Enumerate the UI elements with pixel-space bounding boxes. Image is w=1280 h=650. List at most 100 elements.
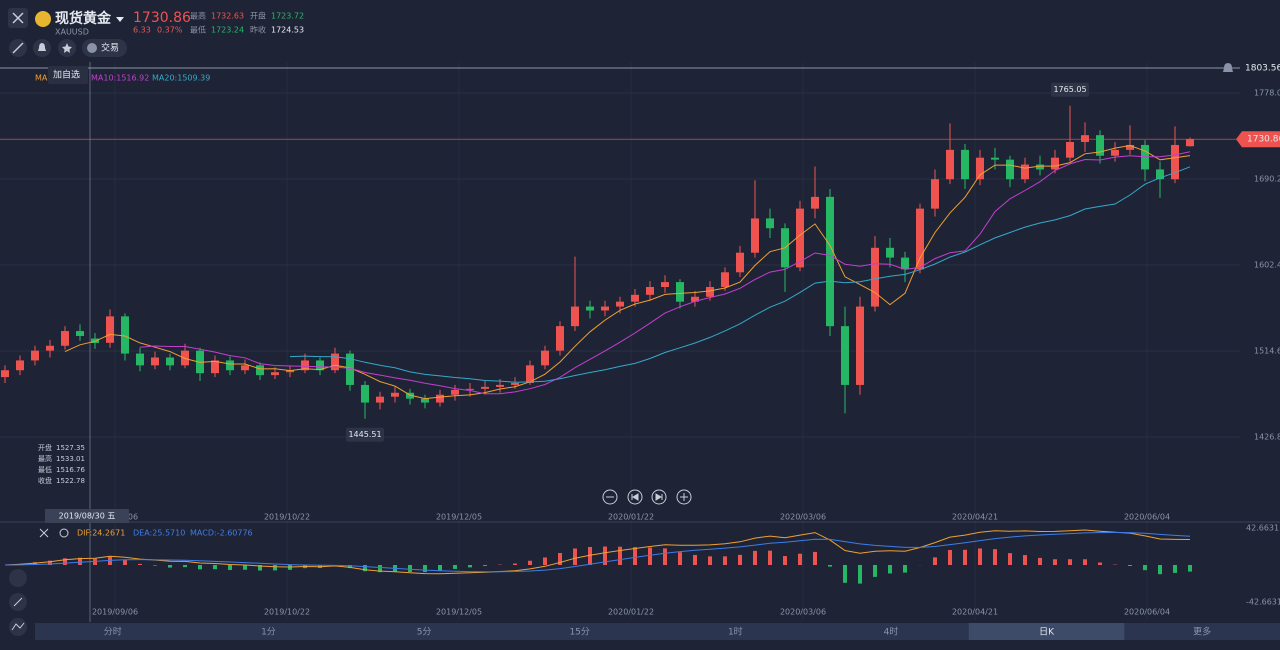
period-tab[interactable]: 日K <box>1039 627 1055 638</box>
symbol: XAUUSD <box>55 28 89 37</box>
marker-label: 1445.51 <box>348 430 381 439</box>
candle-body <box>541 351 549 366</box>
macd-bar <box>1038 558 1042 565</box>
candle-body <box>646 287 654 295</box>
macd-bar <box>243 565 247 570</box>
macd-bar <box>1143 565 1147 570</box>
period-tab[interactable]: 1时 <box>728 626 743 638</box>
macd-bar <box>408 565 412 572</box>
candle-body <box>451 390 459 395</box>
macd-bar <box>753 551 757 565</box>
macd-bar <box>873 565 877 577</box>
candle-body <box>136 354 144 366</box>
macd-tick-label: 42.6631 <box>1246 524 1279 533</box>
macd-bar <box>798 554 802 565</box>
macd-bar <box>813 552 817 565</box>
change: 6.33 <box>133 26 151 35</box>
candle-body <box>961 150 969 179</box>
trade-label: 交易 <box>101 42 119 54</box>
ohlc-value: 1522.78 <box>56 477 85 485</box>
candle-body <box>616 302 624 307</box>
candle-body <box>436 395 444 403</box>
candle-body <box>481 387 489 389</box>
x-tick-label: 2019/12/05 <box>436 513 482 522</box>
candle-body <box>676 282 684 302</box>
x-tick-label: 2020/06/04 <box>1124 608 1170 617</box>
macd-bar <box>678 552 682 565</box>
macd-tick-label: -42.6631 <box>1246 598 1280 607</box>
value: 1732.63 <box>211 12 244 21</box>
candle-body <box>991 158 999 160</box>
ohlc-value: 1533.01 <box>56 455 85 463</box>
macd-bar <box>963 550 967 565</box>
x-tick-label: 2019/09/06 <box>92 608 138 617</box>
macd-bar <box>123 560 127 565</box>
macd-bar <box>183 565 187 567</box>
x-tick-label: 2020/04/21 <box>952 608 998 617</box>
macd-bar <box>468 565 472 567</box>
candle-body <box>1186 139 1194 146</box>
period-tab[interactable]: 更多 <box>1193 626 1211 638</box>
indicator-button[interactable] <box>9 569 27 587</box>
macd-bar <box>903 565 907 573</box>
reference-label: 1803.56 <box>1245 64 1280 74</box>
ohlc-label: 收盘 <box>38 476 52 485</box>
period-tab[interactable]: 5分 <box>417 627 432 638</box>
macd-bar <box>858 565 862 584</box>
x-tick-label: 2019/10/22 <box>264 608 310 617</box>
macd-bar <box>1083 559 1087 565</box>
period-tab[interactable]: 4时 <box>884 626 899 638</box>
candle-body <box>1 370 9 377</box>
side-tools <box>9 569 27 636</box>
marker-label: 1765.05 <box>1053 85 1086 94</box>
gold-icon <box>35 11 51 27</box>
candle-body <box>61 331 69 346</box>
label: 最高 <box>190 11 206 21</box>
macd-bar <box>1188 565 1192 572</box>
macd-bar <box>273 565 277 570</box>
macd-bar <box>228 565 232 570</box>
candle-body <box>946 150 954 179</box>
price: 1730.86 <box>133 10 191 26</box>
candle-body <box>736 253 744 273</box>
label: 最低 <box>190 25 206 35</box>
line-button[interactable] <box>9 618 27 636</box>
last-price-label: 1730.86 <box>1247 135 1280 145</box>
candle-body <box>166 358 174 366</box>
candle-body <box>916 209 924 270</box>
dif: DIF:24.2671 <box>77 529 125 538</box>
candle-body <box>661 282 669 287</box>
candle-body <box>1081 135 1089 142</box>
candle-body <box>976 158 984 180</box>
candle-body <box>886 248 894 258</box>
candle-body <box>76 331 84 336</box>
macd-bar <box>933 557 937 565</box>
y-tick-label: 1690.2 <box>1254 175 1280 184</box>
macd-bar <box>693 555 697 565</box>
ma5: MA <box>35 74 48 83</box>
period-tab[interactable]: 1分 <box>261 627 276 638</box>
candle-body <box>1066 142 1074 158</box>
candle-body <box>1021 165 1029 180</box>
candle-body <box>931 179 939 208</box>
candle-body <box>1006 160 1014 180</box>
label: 昨收 <box>250 25 266 35</box>
macd-bar <box>1023 555 1027 565</box>
candle-body <box>271 372 279 375</box>
macd-bar <box>168 565 172 568</box>
macd-bar <box>1098 563 1102 565</box>
candle-body <box>706 287 714 297</box>
period-tab[interactable]: 15分 <box>569 627 589 638</box>
macd-bar <box>1053 559 1057 565</box>
macd-bar <box>153 565 157 566</box>
macd-bar <box>513 564 517 565</box>
period-tab[interactable]: 分时 <box>104 626 122 638</box>
macd-bar <box>618 547 622 565</box>
candle-body <box>31 351 39 361</box>
x-tick-label: 2020/04/21 <box>952 513 998 522</box>
macd-bar <box>1158 565 1162 574</box>
candle-body <box>826 197 834 326</box>
